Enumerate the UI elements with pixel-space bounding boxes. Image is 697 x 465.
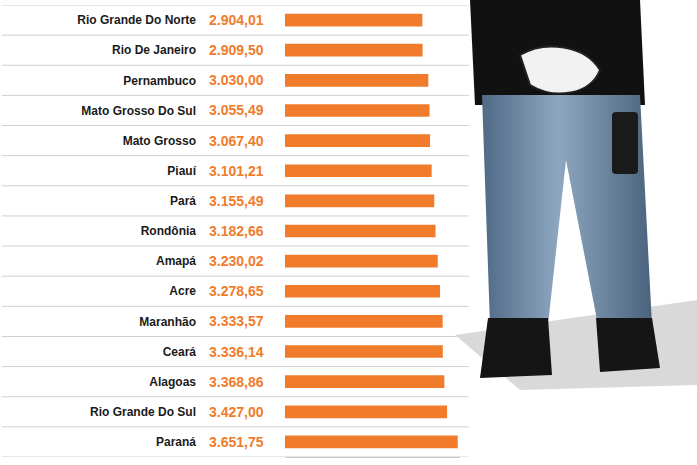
svg-text:Ceará: Ceará <box>163 345 197 359</box>
svg-text:3.333,57: 3.333,57 <box>209 313 264 329</box>
svg-text:3.155,49: 3.155,49 <box>209 193 264 209</box>
svg-text:3.055,49: 3.055,49 <box>209 102 264 118</box>
svg-text:Mato Grosso Do Sul: Mato Grosso Do Sul <box>81 104 196 118</box>
svg-text:3.230,02: 3.230,02 <box>209 253 264 269</box>
svg-text:Piauí: Piauí <box>167 164 196 178</box>
svg-text:Paraná: Paraná <box>156 435 196 449</box>
svg-text:Rio Grande Do Sul: Rio Grande Do Sul <box>90 405 196 419</box>
svg-text:Amapá: Amapá <box>156 254 196 268</box>
svg-text:3.651,75: 3.651,75 <box>209 434 264 450</box>
svg-text:Rio De Janeiro: Rio De Janeiro <box>112 43 196 57</box>
svg-text:Pernambuco: Pernambuco <box>123 74 196 88</box>
svg-text:2.909,50: 2.909,50 <box>209 42 264 58</box>
svg-text:3.182,66: 3.182,66 <box>209 223 264 239</box>
svg-text:Acre: Acre <box>169 284 196 298</box>
svg-text:3.030,00: 3.030,00 <box>209 72 264 88</box>
svg-text:Mato Grosso: Mato Grosso <box>123 134 196 148</box>
svg-text:3.368,86: 3.368,86 <box>209 374 264 390</box>
svg-text:Alagoas: Alagoas <box>149 375 196 389</box>
svg-text:3.278,65: 3.278,65 <box>209 283 264 299</box>
svg-text:3.336,14: 3.336,14 <box>209 344 264 360</box>
svg-text:Rondônia: Rondônia <box>141 224 197 238</box>
svg-text:Maranhão: Maranhão <box>139 315 196 329</box>
svg-text:2.904,01: 2.904,01 <box>209 12 264 28</box>
svg-text:3.427,00: 3.427,00 <box>209 404 264 420</box>
svg-text:3.067,40: 3.067,40 <box>209 133 264 149</box>
svg-text:3.101,21: 3.101,21 <box>209 163 264 179</box>
svg-text:Rio Grande Do Norte: Rio Grande Do Norte <box>77 13 196 27</box>
svg-text:Pará: Pará <box>170 194 196 208</box>
